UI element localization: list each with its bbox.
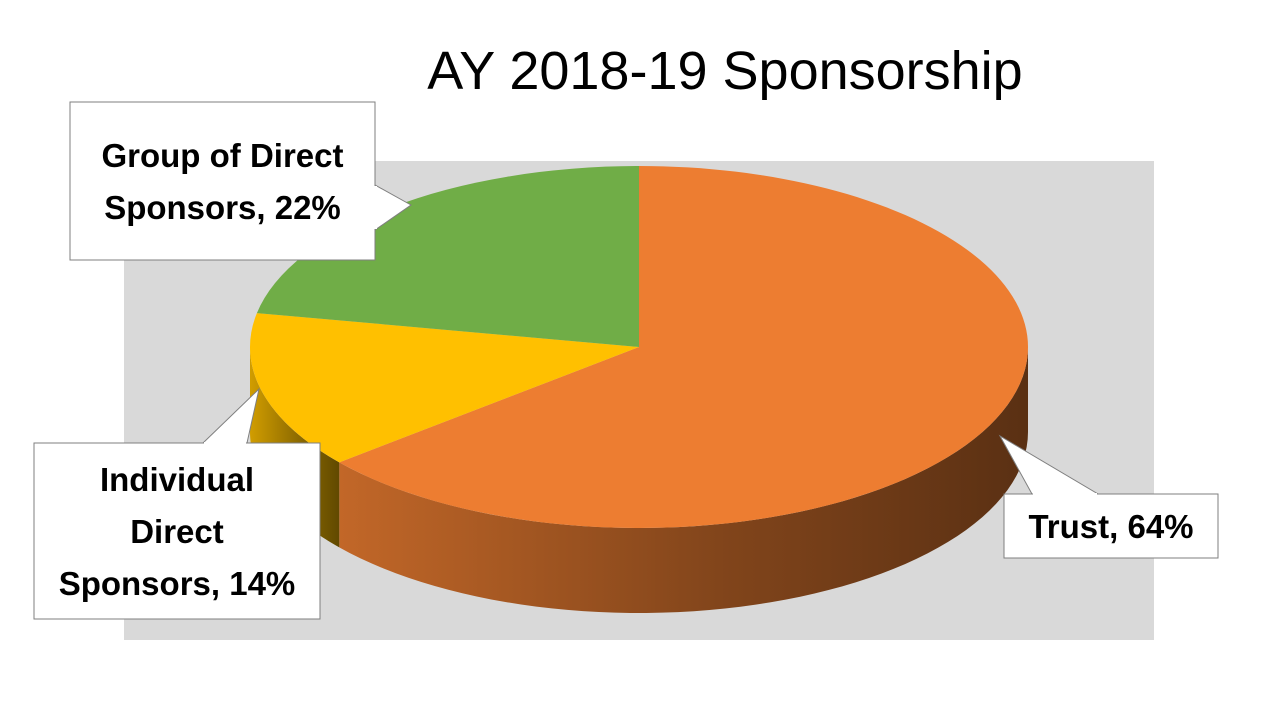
data-label-text: Trust, 64%	[1028, 508, 1193, 545]
chart-title: AY 2018-19 Sponsorship	[427, 41, 1023, 101]
pie-side-trust	[339, 347, 1028, 613]
pie-slice-individual-direct-sponsors	[249, 313, 640, 463]
data-label-individual-direct-sponsors: Individual Direct Sponsors, 14%	[33, 387, 321, 620]
callout-box	[69, 101, 376, 261]
callout-box	[1003, 493, 1219, 559]
pie-slice-group-of-direct-sponsors	[256, 166, 639, 347]
callout-box	[33, 442, 321, 620]
pie-slice-trust	[339, 166, 1029, 528]
data-label-text: Individual Direct Sponsors, 14%	[59, 461, 296, 602]
data-label-trust: Trust, 64%	[998, 434, 1219, 559]
data-label-group-of-direct-sponsors: Group of Direct Sponsors, 22%	[69, 101, 412, 261]
data-label-text: Group of Direct Sponsors, 22%	[101, 137, 343, 226]
